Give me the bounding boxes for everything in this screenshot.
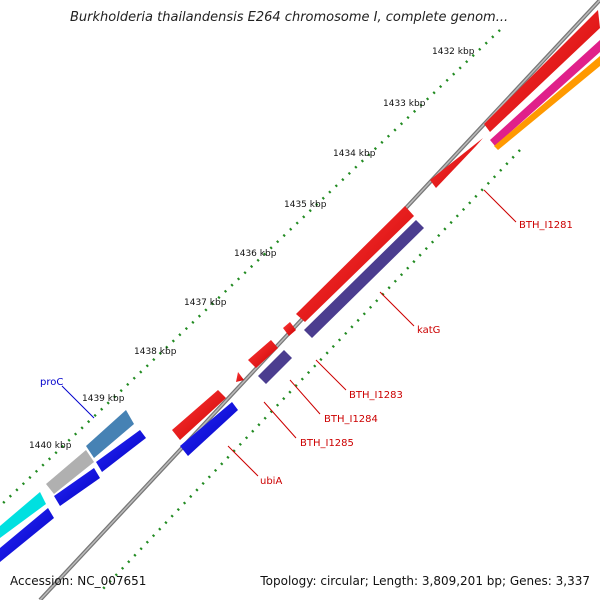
- gene-arrow: [172, 390, 226, 440]
- feature-bar: [304, 220, 424, 338]
- feature-bar: [258, 350, 292, 384]
- forward-features: [172, 10, 600, 440]
- inner-tick-ring: [99, 149, 521, 593]
- gene-label-bth-i1285: BTH_I1285: [300, 438, 354, 449]
- tick-label: 1434 kbp: [333, 149, 376, 159]
- accession-text: Accession: NC_007651: [10, 574, 147, 588]
- gene-arrow: [54, 468, 100, 506]
- tick-label: 1435 kbp: [284, 200, 327, 210]
- gene-label-katg: katG: [417, 325, 440, 336]
- gene-arrow: [96, 430, 146, 472]
- gene-label-bth-i1284: BTH_I1284: [324, 414, 378, 425]
- gene-arrow: [180, 402, 238, 456]
- gene-arrow: [283, 322, 296, 336]
- side-features: [490, 40, 600, 150]
- gene-arrow: [236, 372, 244, 382]
- leader-lines: [61, 189, 517, 477]
- feature-bar: [86, 410, 134, 458]
- purple-features: [258, 220, 424, 384]
- gene-label-bth-i1281: BTH_I1281: [519, 220, 573, 231]
- map-title: Burkholderia thailandensis E264 chromoso…: [70, 10, 509, 25]
- reverse-features: [0, 402, 238, 562]
- gene-arrow: [430, 138, 483, 188]
- gene-arrow: [0, 508, 54, 562]
- tick-label: 1432 kbp: [432, 47, 475, 57]
- tick-label: 1437 kbp: [184, 298, 227, 308]
- tick-label: 1436 kbp: [234, 249, 277, 259]
- outer-features: [0, 410, 134, 538]
- gene-label-proc: proC: [40, 377, 63, 388]
- gene-arrow: [484, 10, 600, 132]
- gene-arrow: [296, 206, 414, 322]
- feature-bar: [46, 450, 94, 494]
- gene-arrow: [248, 340, 278, 368]
- tick-label: 1440 kbp: [29, 441, 72, 451]
- tick-labels: 1432 kbp 1433 kbp 1434 kbp 1435 kbp 1436…: [29, 47, 475, 451]
- gene-label-ubia: ubiA: [260, 476, 282, 487]
- tick-label: 1438 kbp: [134, 347, 177, 357]
- tick-label: 1439 kbp: [82, 394, 125, 404]
- gene-label-bth-i1283: BTH_I1283: [349, 390, 403, 401]
- gene-labels: BTH_I1281 katG BTH_I1283 BTH_I1284 BTH_I…: [40, 220, 573, 487]
- genome-summary-text: Topology: circular; Length: 3,809,201 bp…: [260, 574, 590, 588]
- tick-label: 1433 kbp: [383, 99, 426, 109]
- feature-bar: [0, 492, 46, 538]
